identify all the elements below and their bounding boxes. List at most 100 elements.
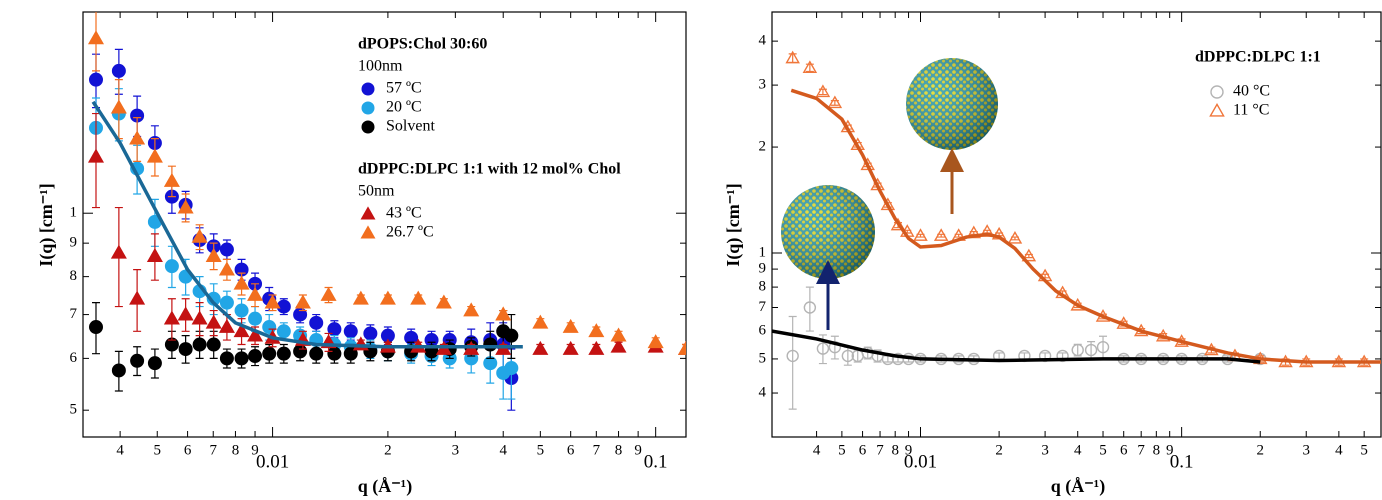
marker (218, 318, 235, 333)
x-tick-label: 9 (251, 442, 259, 458)
legend-marker (360, 225, 376, 239)
marker (88, 72, 103, 87)
y-tick-label: 1 (70, 205, 78, 221)
x-tick-label: 2 (384, 442, 392, 458)
x-tick-label: 5 (838, 442, 846, 458)
marker (532, 314, 549, 329)
x-tick-label: 9 (905, 442, 913, 458)
marker (588, 323, 605, 338)
marker (276, 346, 291, 361)
x-tick-label: 6 (859, 442, 867, 458)
marker (234, 351, 249, 366)
x-tick-label: 4 (1335, 442, 1343, 458)
legend-label: Solvent (386, 118, 435, 135)
marker (1007, 230, 1023, 244)
error-bar (805, 286, 814, 332)
marker (816, 342, 830, 355)
legend-label: 11 °C (1233, 102, 1269, 119)
marker (610, 327, 627, 342)
marker (435, 294, 452, 309)
marker (164, 259, 179, 274)
y-tick-label: 6 (70, 350, 78, 366)
x-tick-label: 9 (1166, 442, 1174, 458)
marker (495, 306, 512, 321)
marker (177, 306, 194, 321)
x-tick-label: 0.01 (256, 451, 289, 472)
legend-title: dDPPC:DLPC 1:1 (1195, 49, 1321, 66)
x-tick-label: 6 (184, 442, 192, 458)
x-tick-label: 0.01 (904, 451, 937, 472)
marker (677, 340, 686, 355)
marker (933, 228, 949, 241)
marker (410, 290, 427, 305)
marker (205, 314, 222, 329)
y-tick-label: 7 (759, 299, 767, 315)
marker (218, 261, 235, 276)
marker (1021, 248, 1037, 262)
legend-marker (361, 101, 375, 115)
x-tick-label: 2 (1256, 442, 1264, 458)
marker (532, 340, 549, 355)
marker (293, 344, 308, 359)
marker (1056, 349, 1069, 363)
legend-marker (1210, 85, 1224, 99)
marker (1084, 343, 1098, 357)
marker (146, 247, 163, 262)
marker (191, 310, 208, 325)
x-tick-label: 5 (1360, 442, 1368, 458)
fit-line (790, 88, 1381, 364)
x-tick-label: 7 (876, 442, 884, 458)
marker (88, 320, 103, 335)
marker (815, 84, 831, 98)
marker (320, 286, 337, 301)
x-tick-label: 0.1 (1170, 451, 1194, 472)
y-tick-label: 7 (70, 306, 78, 322)
x-tick-label: 9 (634, 442, 642, 458)
marker (110, 99, 127, 114)
marker (262, 346, 277, 361)
marker (309, 315, 324, 330)
error-bar (788, 315, 797, 410)
legend-title: dDPPC:DLPC 1:1 with 12 mol% Chol (358, 161, 621, 178)
marker (294, 294, 311, 309)
legend-marker (360, 206, 376, 220)
marker (87, 30, 105, 45)
legend-marker (361, 120, 375, 134)
marker (1071, 343, 1084, 357)
marker (483, 337, 498, 352)
x-tick-label: 3 (452, 442, 460, 458)
marker (130, 353, 145, 368)
marker (192, 337, 207, 352)
x-axis-title: q (Å⁻¹) (1051, 476, 1105, 497)
marker (219, 351, 234, 366)
y-tick-label: 6 (759, 323, 767, 339)
error-bar (805, 63, 814, 73)
legend-label: 57 ºC (386, 80, 422, 97)
marker (248, 311, 263, 326)
legend-subtitle: 100nm (358, 58, 403, 75)
marker (111, 63, 126, 78)
marker (219, 242, 234, 257)
marker (163, 172, 180, 187)
x-tick-label: 4 (813, 442, 821, 458)
y-tick-label: 1 (759, 244, 767, 260)
x-tick-label: 8 (615, 442, 623, 458)
marker (191, 228, 208, 243)
y-tick-label: 5 (70, 402, 78, 418)
sphere-image (781, 185, 875, 279)
plot-area (87, 12, 686, 411)
legend-label: 40 °C (1233, 83, 1270, 100)
legend-subtitle: 50nm (358, 183, 395, 200)
x-tick-label: 6 (567, 442, 575, 458)
x-tick-label: 5 (1099, 442, 1107, 458)
marker (785, 50, 800, 64)
marker (110, 244, 127, 259)
legend-marker (1209, 102, 1225, 117)
marker (841, 349, 855, 363)
marker (147, 356, 162, 371)
marker (352, 290, 369, 305)
error-bar (995, 352, 1004, 360)
legend-marker (361, 82, 375, 96)
marker (178, 342, 193, 357)
